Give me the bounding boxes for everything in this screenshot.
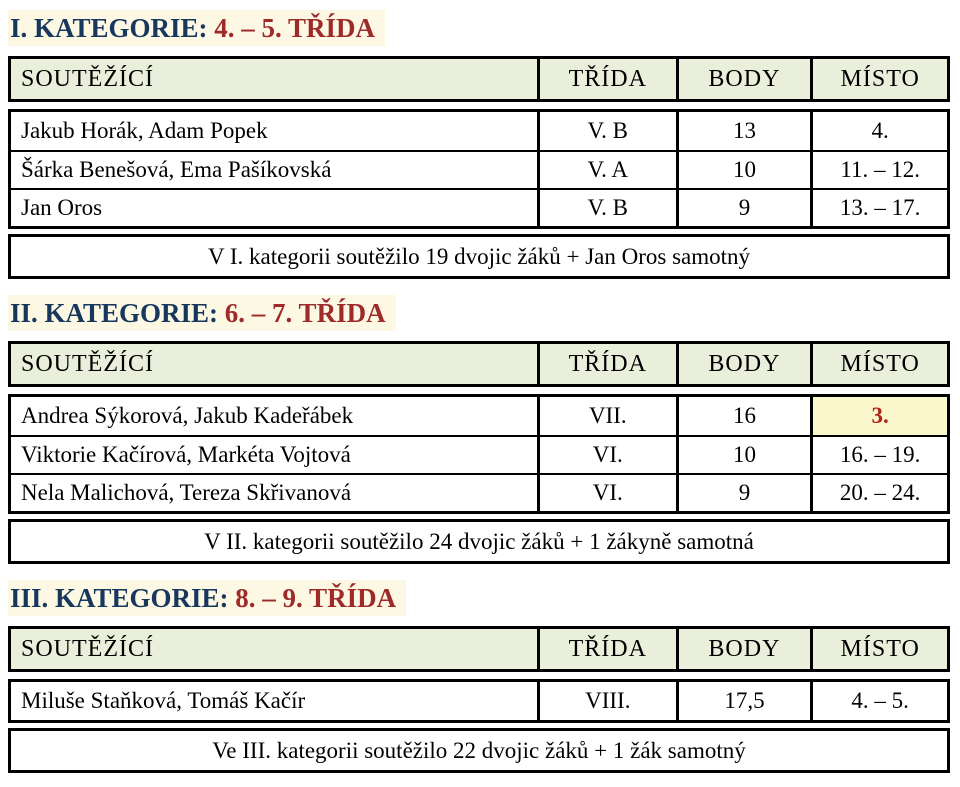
table-row: Viktorie Kačírová, Markéta Vojtová VI. 1… xyxy=(11,435,947,473)
place-cell: 4. xyxy=(810,112,947,150)
points-cell: 17,5 xyxy=(675,682,811,720)
class-cell: VIII. xyxy=(537,682,676,720)
title-range-label: 8. – 9. TŘÍDA xyxy=(235,583,397,613)
place-cell: 11. – 12. xyxy=(810,152,947,188)
column-header-misto: MÍSTO xyxy=(810,59,947,99)
title-highlight-3: III. KATEGORIE: 8. – 9. TŘÍDA xyxy=(8,580,407,616)
place-cell: 13. – 17. xyxy=(810,190,947,226)
table-row: Andrea Sýkorová, Jakub Kadeřábek VII. 16… xyxy=(11,397,947,435)
table-header-row: SOUTĚŽÍCÍ TŘÍDA BODY MÍSTO xyxy=(8,341,950,387)
table-row: Miluše Staňková, Tomáš Kačír VIII. 17,5 … xyxy=(11,682,947,720)
competitors-cell: Jan Oros xyxy=(21,195,103,220)
class-cell: VII. xyxy=(537,397,676,435)
section-title-3: III. KATEGORIE: 8. – 9. TŘÍDA xyxy=(8,580,950,616)
points-cell: 9 xyxy=(675,475,811,511)
class-cell: V. B xyxy=(537,190,676,226)
table-row: Šárka Benešová, Ema Pašíkovská V. A 10 1… xyxy=(11,150,947,188)
column-header-trida: TŘÍDA xyxy=(537,629,676,669)
table-row: Jakub Horák, Adam Popek V. B 13 4. xyxy=(11,112,947,150)
points-cell: 16 xyxy=(675,397,811,435)
competitors-cell: Šárka Benešová, Ema Pašíkovská xyxy=(21,157,332,182)
table-header-row: SOUTĚŽÍCÍ TŘÍDA BODY MÍSTO xyxy=(8,56,950,102)
table-body: Miluše Staňková, Tomáš Kačír VIII. 17,5 … xyxy=(8,679,950,723)
column-header-body: BODY xyxy=(675,344,811,384)
competitors-cell: Viktorie Kačírová, Markéta Vojtová xyxy=(21,442,351,467)
place-cell: 4. – 5. xyxy=(810,682,947,720)
column-header-body: BODY xyxy=(675,629,811,669)
section-category-1: I. KATEGORIE: 4. – 5. TŘÍDA SOUTĚŽÍCÍ TŘ… xyxy=(8,10,950,279)
category-summary: V I. kategorii soutěžilo 19 dvojic žáků … xyxy=(8,234,950,279)
table-body: Andrea Sýkorová, Jakub Kadeřábek VII. 16… xyxy=(8,394,950,514)
place-cell: 20. – 24. xyxy=(810,475,947,511)
competitors-cell: Miluše Staňková, Tomáš Kačír xyxy=(21,688,306,713)
title-range-label: 6. – 7. TŘÍDA xyxy=(224,298,386,328)
column-header-trida: TŘÍDA xyxy=(537,59,676,99)
title-category-label: I. KATEGORIE: xyxy=(10,13,208,43)
competitors-cell: Andrea Sýkorová, Jakub Kadeřábek xyxy=(21,403,354,428)
place-cell-highlighted: 3. xyxy=(810,397,947,435)
table-row: Jan Oros V. B 9 13. – 17. xyxy=(11,188,947,226)
points-cell: 10 xyxy=(675,437,811,473)
column-header-soutezici: SOUTĚŽÍCÍ xyxy=(21,635,154,662)
competitors-cell: Jakub Horák, Adam Popek xyxy=(21,118,268,143)
section-category-3: III. KATEGORIE: 8. – 9. TŘÍDA SOUTĚŽÍCÍ … xyxy=(8,580,950,773)
column-header-misto: MÍSTO xyxy=(810,629,947,669)
title-highlight-2: II. KATEGORIE: 6. – 7. TŘÍDA xyxy=(8,295,396,331)
section-category-2: II. KATEGORIE: 6. – 7. TŘÍDA SOUTĚŽÍCÍ T… xyxy=(8,295,950,564)
section-title-2: II. KATEGORIE: 6. – 7. TŘÍDA xyxy=(8,295,950,331)
column-header-body: BODY xyxy=(675,59,811,99)
class-cell: VI. xyxy=(537,437,676,473)
points-cell: 10 xyxy=(675,152,811,188)
title-category-label: III. KATEGORIE: xyxy=(10,583,229,613)
title-range-label: 4. – 5. TŘÍDA xyxy=(214,13,376,43)
competitors-cell: Nela Malichová, Tereza Skřivanová xyxy=(21,480,352,505)
table-body: Jakub Horák, Adam Popek V. B 13 4. Šárka… xyxy=(8,109,950,229)
points-cell: 13 xyxy=(675,112,811,150)
place-cell: 16. – 19. xyxy=(810,437,947,473)
column-header-soutezici: SOUTĚŽÍCÍ xyxy=(21,65,154,92)
title-category-label: II. KATEGORIE: xyxy=(10,298,219,328)
points-cell: 9 xyxy=(675,190,811,226)
class-cell: V. A xyxy=(537,152,676,188)
category-summary: V II. kategorii soutěžilo 24 dvojic žáků… xyxy=(8,519,950,564)
table-header-row: SOUTĚŽÍCÍ TŘÍDA BODY MÍSTO xyxy=(8,626,950,672)
table-row: Nela Malichová, Tereza Skřivanová VI. 9 … xyxy=(11,473,947,511)
column-header-soutezici: SOUTĚŽÍCÍ xyxy=(21,350,154,377)
title-highlight-1: I. KATEGORIE: 4. – 5. TŘÍDA xyxy=(8,10,386,46)
class-cell: VI. xyxy=(537,475,676,511)
class-cell: V. B xyxy=(537,112,676,150)
column-header-misto: MÍSTO xyxy=(810,344,947,384)
column-header-trida: TŘÍDA xyxy=(537,344,676,384)
category-summary: Ve III. kategorii soutěžilo 22 dvojic žá… xyxy=(8,728,950,773)
section-title-1: I. KATEGORIE: 4. – 5. TŘÍDA xyxy=(8,10,950,46)
